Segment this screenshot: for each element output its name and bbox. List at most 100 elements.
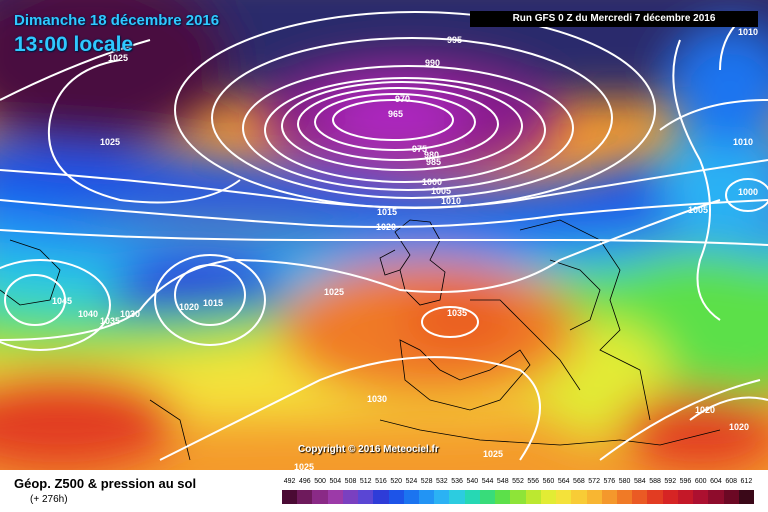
isobar-label: 1010 <box>738 27 758 37</box>
scale-swatch <box>342 490 359 504</box>
scale-tick-label: 540 <box>466 478 479 485</box>
isobar-label: 1025 <box>294 462 314 470</box>
scale-swatch <box>708 490 725 504</box>
scale-swatch <box>419 490 435 504</box>
scale-swatch <box>297 490 313 504</box>
scale-tick-label: 580 <box>618 478 631 485</box>
scale-tick-label: 572 <box>588 478 600 485</box>
scale-swatch <box>434 490 450 504</box>
isobar-label: 1025 <box>108 53 128 63</box>
isobar-label: 1010 <box>733 137 753 147</box>
weather-map: 1025 995 990 970 965 975 980 985 1000 10… <box>0 0 768 470</box>
isobar-label: 1005 <box>431 186 451 196</box>
geopotential-field: 1025 995 990 970 965 975 980 985 1000 10… <box>0 0 768 470</box>
scale-swatch <box>479 490 496 504</box>
scale-swatch <box>632 490 648 504</box>
scale-tick-label: 608 <box>725 478 737 485</box>
isobar-label: 995 <box>447 35 462 45</box>
isobar-label: 1025 <box>100 137 120 147</box>
coastlines <box>0 219 721 461</box>
scale-swatch <box>449 490 466 504</box>
isobar-label: 1025 <box>324 287 344 297</box>
scale-tick-label: 520 <box>390 478 403 485</box>
scale-swatch <box>693 490 709 504</box>
scale-tick-label: 560 <box>542 478 555 485</box>
scale-swatch <box>327 490 344 504</box>
isobar-label: 1030 <box>120 309 140 319</box>
isobar-label: 1015 <box>377 207 397 217</box>
forecast-time: 13:00 locale <box>14 33 134 56</box>
isobar-label: 1035 <box>100 316 120 326</box>
scale-tick-label: 504 <box>329 478 342 485</box>
isobar-label: 990 <box>425 58 440 68</box>
scale-swatch <box>373 490 390 504</box>
color-scale-ticks: 492 496 500 504 508 512 516 520 524 528 532 536 540 5… <box>282 478 754 490</box>
scale-swatch <box>738 490 755 504</box>
isobar-label: 1035 <box>447 308 467 318</box>
scale-tick-label: 492 <box>283 478 296 485</box>
isobar-label: 1010 <box>441 196 461 206</box>
isobar-labels: 1025 995 990 970 965 975 980 985 1000 10… <box>52 27 758 470</box>
scale-swatch <box>616 490 633 504</box>
scale-tick-label: 532 <box>436 478 448 485</box>
isobar-label: 1015 <box>203 298 223 308</box>
scale-tick-label: 584 <box>633 478 646 485</box>
isobar-label: 965 <box>388 109 403 119</box>
legend-subtitle: (+ 276h) <box>30 494 68 505</box>
scale-tick-label: 592 <box>664 478 677 485</box>
scale-tick-label: 604 <box>710 478 722 485</box>
scale-tick-label: 512 <box>359 478 372 485</box>
scale-swatch <box>540 490 557 504</box>
copyright-text: Copyright © 2016 Meteociel.fr <box>298 444 439 455</box>
scale-swatch <box>495 490 511 504</box>
scale-tick-label: 552 <box>512 478 524 485</box>
isobar-label: 1000 <box>422 177 442 187</box>
isobars <box>0 11 768 461</box>
scale-swatch <box>312 490 329 504</box>
scale-tick-label: 548 <box>496 478 509 485</box>
isobar-label: 1000 <box>738 187 758 197</box>
scale-swatch <box>282 490 298 504</box>
scale-swatch <box>723 490 740 504</box>
color-scale <box>282 490 755 504</box>
scale-tick-label: 600 <box>694 478 707 485</box>
scale-tick-label: 544 <box>481 478 494 485</box>
scale-tick-label: 528 <box>420 478 433 485</box>
scale-tick-label: 524 <box>405 478 418 485</box>
isobar-label: 1025 <box>483 449 503 459</box>
scale-tick-label: 508 <box>344 478 357 485</box>
scale-swatch <box>571 490 587 504</box>
scale-tick-label: 536 <box>451 478 463 485</box>
forecast-date: Dimanche 18 décembre 2016 <box>14 12 220 29</box>
isobar-label: 1020 <box>695 405 715 415</box>
isobar-label: 975 <box>412 144 427 154</box>
scale-tick-label: 568 <box>573 478 585 485</box>
isobar-label: 1020 <box>376 222 396 232</box>
scale-tick-label: 556 <box>527 478 540 485</box>
scale-tick-label: 596 <box>679 478 692 485</box>
isobar-label: 1020 <box>729 422 749 432</box>
scale-tick-label: 576 <box>603 478 616 485</box>
scale-tick-label: 500 <box>314 478 326 485</box>
isobar-label: 1040 <box>78 309 98 319</box>
scale-swatch <box>601 490 618 504</box>
legend-title: Géop. Z500 & pression au sol <box>14 476 197 491</box>
scale-tick-label: 516 <box>375 478 387 485</box>
scale-swatch <box>358 490 374 504</box>
scale-swatch <box>647 490 664 504</box>
scale-swatch <box>586 490 603 504</box>
isobar-label: 1020 <box>179 302 199 312</box>
scale-swatch <box>677 490 694 504</box>
isobar-label: 980 <box>424 150 439 160</box>
isobar-label: 985 <box>426 157 441 167</box>
scale-swatch <box>388 490 405 504</box>
scale-swatch <box>510 490 527 504</box>
scale-swatch <box>556 490 572 504</box>
scale-tick-label: 588 <box>649 478 661 485</box>
scale-tick-label: 496 <box>298 478 311 485</box>
scale-swatch <box>662 490 679 504</box>
isobar-label: 1005 <box>688 205 708 215</box>
model-run-label: Run GFS 0 Z du Mercredi 7 décembre 2016 <box>470 11 758 27</box>
scale-tick-label: 564 <box>557 478 570 485</box>
isobar-label: 1030 <box>367 394 387 404</box>
